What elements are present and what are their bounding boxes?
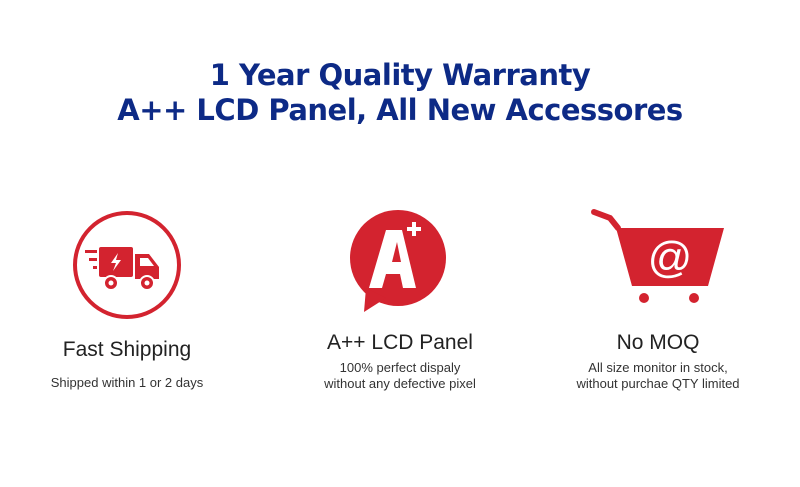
feature-subtitle-line-2: without purchae QTY limited: [576, 376, 740, 391]
headline-panel: A++ LCD Panel, All New Accessores: [117, 93, 683, 127]
feature-lcd-panel: A++ LCD Panel 100% perfect dispaly witho…: [270, 200, 530, 400]
headline-warranty: 1 Year Quality Warranty: [209, 58, 591, 92]
delivery-truck-icon: [73, 211, 181, 319]
feature-subtitle-line-1: All size monitor in stock,: [588, 360, 728, 375]
feature-title: No MOQ: [616, 331, 700, 354]
feature-subtitle-line-2: without any defective pixel: [324, 376, 476, 391]
shopping-cart-at-icon: @: [591, 209, 724, 303]
feature-title: Fast Shipping: [62, 338, 192, 361]
feature-fast-shipping: Fast Shipping Shipped within 1 or 2 days: [0, 200, 257, 400]
feature-no-moq: @ No MOQ All size monitor in stock, with…: [528, 200, 788, 400]
feature-title: A++ LCD Panel: [327, 331, 473, 354]
feature-subtitle: Shipped within 1 or 2 days: [50, 375, 204, 390]
a-plus-speech-bubble-icon: [350, 210, 446, 312]
svg-text:@: @: [648, 233, 693, 282]
feature-subtitle-line-1: 100% perfect dispaly: [339, 360, 461, 375]
